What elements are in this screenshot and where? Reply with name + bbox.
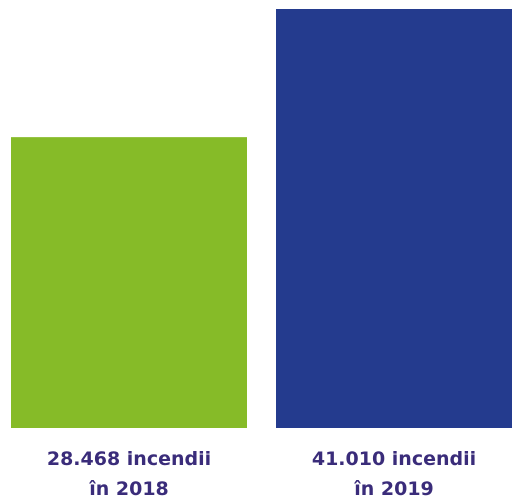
bar-1 — [276, 9, 512, 428]
value-label-0: 28.468 incendii — [47, 448, 211, 470]
category-label-0: în 2018 — [88, 478, 169, 500]
category-label-1: în 2019 — [353, 478, 434, 500]
bar-0 — [11, 137, 247, 429]
value-label-1: 41.010 incendii — [312, 448, 476, 470]
